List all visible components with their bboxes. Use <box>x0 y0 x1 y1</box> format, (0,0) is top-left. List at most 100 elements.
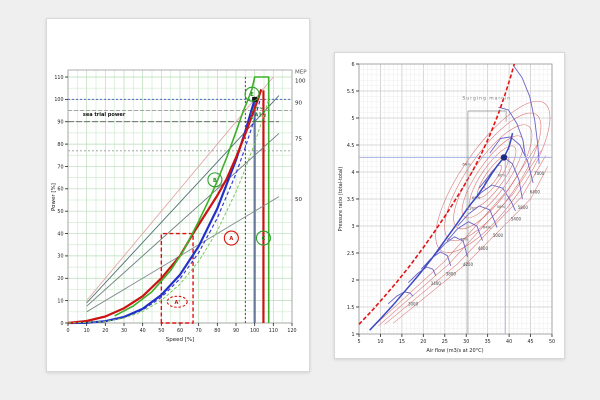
svg-text:62%: 62% <box>467 206 476 211</box>
svg-text:A1: A1 <box>255 113 263 119</box>
svg-text:4600: 4600 <box>478 246 489 251</box>
svg-text:2.5: 2.5 <box>347 251 355 257</box>
svg-text:25: 25 <box>442 339 448 345</box>
svg-text:120: 120 <box>287 328 296 334</box>
svg-text:5400: 5400 <box>511 216 522 221</box>
svg-text:E: E <box>250 92 254 98</box>
svg-text:100: 100 <box>295 78 306 84</box>
svg-text:3.5: 3.5 <box>347 197 355 203</box>
efficiency-contours: 66%60%68%62% 58%64%70% <box>373 100 551 327</box>
part-load-region <box>160 232 194 324</box>
svg-text:5: 5 <box>351 116 354 122</box>
svg-text:50: 50 <box>158 328 164 334</box>
svg-text:50: 50 <box>549 339 555 345</box>
svg-text:6: 6 <box>351 62 354 68</box>
svg-text:64%: 64% <box>483 225 492 230</box>
svg-text:1: 1 <box>351 332 354 338</box>
engine-load-diagram-panel: 100 90 75 50 MEP E A1 B A C A' 0 10 20 30 40 50 60 70 80 90 1… <box>46 18 310 372</box>
compressor-map-chart: 66%60%68%62%58%64%70%3000340038004200460… <box>338 62 555 354</box>
svg-text:10: 10 <box>84 328 90 334</box>
design-point-square <box>252 96 258 102</box>
mep-lines: 100 90 75 50 MEP <box>86 69 307 313</box>
svg-text:3400: 3400 <box>431 281 442 286</box>
svg-text:58%: 58% <box>497 204 506 209</box>
svg-text:C: C <box>262 236 266 242</box>
y-axis-label: Power [%] <box>51 183 57 211</box>
svg-text:6400: 6400 <box>530 189 541 194</box>
svg-text:0: 0 <box>66 328 69 334</box>
svg-text:110: 110 <box>269 328 278 334</box>
svg-text:30: 30 <box>463 339 469 345</box>
svg-text:3000: 3000 <box>408 302 419 307</box>
svg-text:90: 90 <box>233 328 239 334</box>
svg-text:40: 40 <box>57 231 63 237</box>
svg-text:30: 30 <box>121 328 127 334</box>
svg-text:90: 90 <box>57 120 63 126</box>
heavy-running-curve <box>67 88 263 325</box>
curves <box>67 76 270 325</box>
svg-text:4: 4 <box>351 170 354 176</box>
svg-text:80: 80 <box>214 328 220 334</box>
svg-text:B: B <box>213 178 217 184</box>
svg-text:60: 60 <box>57 187 63 193</box>
envelope-right-boundary <box>67 99 270 324</box>
svg-text:80: 80 <box>57 142 63 148</box>
svg-text:4.5: 4.5 <box>347 143 355 149</box>
svg-text:40: 40 <box>140 328 146 334</box>
svg-text:50: 50 <box>295 197 302 203</box>
svg-text:66%: 66% <box>462 162 471 167</box>
svg-text:5: 5 <box>357 339 360 345</box>
svg-text:50: 50 <box>57 209 63 215</box>
svg-text:30: 30 <box>57 254 63 260</box>
svg-text:40: 40 <box>506 339 512 345</box>
svg-text:2: 2 <box>351 278 354 284</box>
svg-text:MEP: MEP <box>295 69 307 75</box>
svg-text:A: A <box>229 236 233 242</box>
svg-text:0: 0 <box>60 321 63 327</box>
svg-text:20: 20 <box>57 276 63 282</box>
sea-trial-power-label: sea trial power <box>83 112 126 118</box>
svg-text:110: 110 <box>54 75 63 81</box>
operating-line <box>369 132 514 331</box>
svg-text:100: 100 <box>250 328 259 334</box>
svg-text:5000: 5000 <box>493 233 504 238</box>
svg-text:10: 10 <box>377 339 383 345</box>
svg-text:60: 60 <box>177 328 183 334</box>
operating-point <box>500 154 508 161</box>
svg-text:75: 75 <box>295 137 302 143</box>
svg-text:70%: 70% <box>460 237 469 242</box>
x-axis-label: Air flow (m3/s at 20°C) <box>426 348 483 354</box>
surging-margin: Surging margin <box>463 96 512 334</box>
svg-text:70: 70 <box>196 328 202 334</box>
load-limit-envelope <box>114 76 270 323</box>
surging-margin-label: Surging margin <box>463 96 512 102</box>
svg-text:3800: 3800 <box>446 271 457 276</box>
svg-text:100: 100 <box>54 97 63 103</box>
svg-text:5800: 5800 <box>518 205 529 210</box>
speed-lines: 3000340038004200460050005400580064007000 <box>387 66 545 307</box>
axes: 0 10 20 30 40 50 60 70 80 90 100 110 120 0 10 20 30 40 50 6… <box>51 75 297 343</box>
svg-text:10: 10 <box>57 298 63 304</box>
svg-text:7000: 7000 <box>534 171 545 176</box>
svg-text:60%: 60% <box>498 172 507 177</box>
y-axis-label: Pressure ratio (total-total) <box>338 167 344 232</box>
point-markers: E A1 B A C A' <box>166 86 271 308</box>
svg-text:3: 3 <box>351 224 354 230</box>
svg-text:5.5: 5.5 <box>347 89 355 95</box>
compressor-map-panel: 66%60%68%62%58%64%70%3000340038004200460… <box>334 52 565 359</box>
svg-text:90: 90 <box>295 101 302 107</box>
operating-point-reference <box>359 156 552 334</box>
axes: 5 10 15 20 25 30 35 40 45 50 1 1.5 2 2.5 3 3.5 4 4.5 5 5.5 6… <box>338 62 555 354</box>
surge-line <box>358 63 516 325</box>
svg-text:20: 20 <box>102 328 108 334</box>
svg-text:70: 70 <box>57 164 63 170</box>
svg-text:45: 45 <box>528 339 534 345</box>
svg-text:1.5: 1.5 <box>347 305 355 311</box>
svg-text:A': A' <box>174 300 180 306</box>
x-axis-label: Speed [%] <box>166 337 195 343</box>
svg-text:35: 35 <box>485 339 491 345</box>
svg-text:15: 15 <box>399 339 405 345</box>
svg-text:20: 20 <box>420 339 426 345</box>
